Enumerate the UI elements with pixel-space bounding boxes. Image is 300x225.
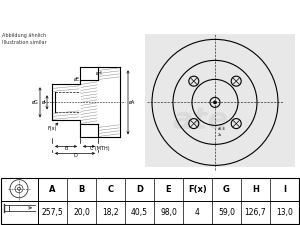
Text: 20,0: 20,0 [73, 208, 90, 217]
Text: D: D [136, 185, 143, 194]
Text: D: D [73, 153, 77, 158]
Circle shape [214, 101, 217, 104]
Text: 24.0320-0142.1: 24.0320-0142.1 [71, 7, 189, 21]
Text: øG: øG [32, 100, 39, 105]
Text: øA: øA [129, 100, 135, 105]
Text: C: C [107, 185, 114, 194]
Text: H: H [252, 185, 259, 194]
Text: øE: øE [74, 76, 80, 81]
Text: øH: øH [96, 70, 102, 75]
Text: G: G [223, 185, 230, 194]
Text: Abbildung ähnlich
Illustration similar: Abbildung ähnlich Illustration similar [2, 33, 46, 45]
Text: B: B [64, 146, 68, 151]
Text: F(x): F(x) [47, 126, 56, 131]
Text: 257,5: 257,5 [42, 208, 63, 217]
Text: ø5,6: ø5,6 [218, 127, 226, 131]
Text: 520142: 520142 [205, 7, 255, 21]
Bar [145, 34, 295, 167]
Text: A: A [49, 185, 56, 194]
Text: 2x: 2x [218, 133, 222, 137]
Text: 13,0: 13,0 [276, 208, 293, 217]
Text: I: I [283, 185, 286, 194]
Text: 59,0: 59,0 [218, 208, 235, 217]
Text: C (MTH): C (MTH) [90, 146, 110, 151]
Text: øI: øI [41, 100, 46, 105]
Text: E: E [166, 185, 171, 194]
Text: ate: ate [172, 106, 228, 135]
Text: 98,0: 98,0 [160, 208, 177, 217]
Text: 4: 4 [195, 208, 200, 217]
Text: 40,5: 40,5 [131, 208, 148, 217]
Text: B: B [78, 185, 85, 194]
Text: 18,2: 18,2 [102, 208, 119, 217]
Text: 126,7: 126,7 [245, 208, 266, 217]
Text: F(x): F(x) [188, 185, 207, 194]
